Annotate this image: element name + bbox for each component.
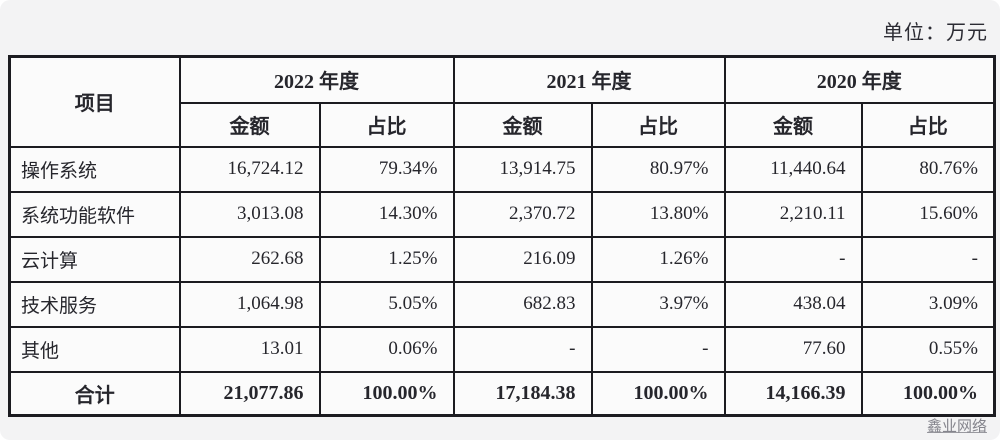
total-value: 14,166.39 — [723, 370, 863, 417]
cell-value: 0.06% — [318, 325, 455, 373]
total-value: 17,184.38 — [452, 370, 593, 417]
cell-value: 80.76% — [860, 145, 996, 193]
total-value: 100.00% — [590, 370, 726, 417]
cell-value: 13,914.75 — [452, 145, 593, 193]
cell-value: 11,440.64 — [723, 145, 863, 193]
table-header-years: 项目 2022 年度 2021 年度 2020 年度 — [8, 55, 996, 148]
cell-value: 77.60 — [723, 325, 863, 373]
cell-value: 16,724.12 — [178, 145, 321, 193]
table-row: 云计算 262.68 1.25% 216.09 1.26% - - — [8, 235, 996, 283]
table-header-subcolumns: 金额 占比 金额 占比 金额 占比 — [10, 101, 996, 148]
cell-value: 1.26% — [590, 235, 726, 283]
cell-value: 216.09 — [452, 235, 593, 283]
cell-value: 2,210.11 — [723, 190, 863, 238]
unit-label: 单位：万元 — [883, 22, 988, 44]
header-amount-2022: 金额 — [178, 101, 321, 148]
row-label: 系统功能软件 — [8, 190, 181, 238]
cell-value: - — [590, 325, 726, 373]
cell-value: 0.55% — [860, 325, 996, 373]
row-label: 其他 — [8, 325, 181, 373]
cell-value: 79.34% — [318, 145, 455, 193]
cell-value: 3.97% — [590, 280, 726, 328]
cell-value: 2,370.72 — [452, 190, 593, 238]
header-amount-2020: 金额 — [723, 101, 863, 148]
revenue-breakdown-table: 项目 2022 年度 2021 年度 2020 年度 金额 占比 金额 占比 金… — [8, 55, 996, 417]
row-label: 技术服务 — [8, 280, 181, 328]
total-value: 100.00% — [318, 370, 455, 417]
row-label: 云计算 — [8, 235, 181, 283]
cell-value: 682.83 — [452, 280, 593, 328]
header-amount-2021: 金额 — [452, 101, 593, 148]
total-label: 合计 — [8, 370, 181, 417]
table-row: 其他 13.01 0.06% - - 77.60 0.55% — [8, 325, 996, 373]
row-label: 操作系统 — [8, 145, 181, 193]
cell-value: 14.30% — [318, 190, 455, 238]
cell-value: 262.68 — [178, 235, 321, 283]
cell-value: - — [723, 235, 863, 283]
cell-value: 1,064.98 — [178, 280, 321, 328]
watermark: 鑫业网络 — [926, 418, 987, 435]
cell-value: 3.09% — [860, 280, 996, 328]
header-item: 项目 — [8, 55, 181, 148]
header-year-2020: 2020 年度 — [723, 55, 996, 104]
header-year-2022: 2022 年度 — [178, 55, 455, 104]
header-ratio-2022: 占比 — [318, 101, 455, 148]
table-row: 技术服务 1,064.98 5.05% 682.83 3.97% 438.04 … — [8, 280, 996, 328]
cell-value: 13.01 — [178, 325, 321, 373]
total-value: 21,077.86 — [178, 370, 321, 417]
cell-value: 5.05% — [318, 280, 455, 328]
cell-value: 438.04 — [723, 280, 863, 328]
header-ratio-2021: 占比 — [590, 101, 726, 148]
header-ratio-2020: 占比 — [860, 101, 996, 148]
cell-value: - — [452, 325, 593, 373]
table-total-row: 合计 21,077.86 100.00% 17,184.38 100.00% 1… — [8, 370, 996, 417]
cell-value: 15.60% — [860, 190, 996, 238]
header-year-2021: 2021 年度 — [452, 55, 726, 104]
table-row: 操作系统 16,724.12 79.34% 13,914.75 80.97% 1… — [8, 145, 996, 193]
cell-value: - — [860, 235, 996, 283]
cell-value: 3,013.08 — [178, 190, 321, 238]
total-value: 100.00% — [860, 370, 996, 417]
cell-value: 1.25% — [318, 235, 455, 283]
table-row: 系统功能软件 3,013.08 14.30% 2,370.72 13.80% 2… — [8, 190, 996, 238]
cell-value: 13.80% — [590, 190, 726, 238]
cell-value: 80.97% — [590, 145, 726, 193]
